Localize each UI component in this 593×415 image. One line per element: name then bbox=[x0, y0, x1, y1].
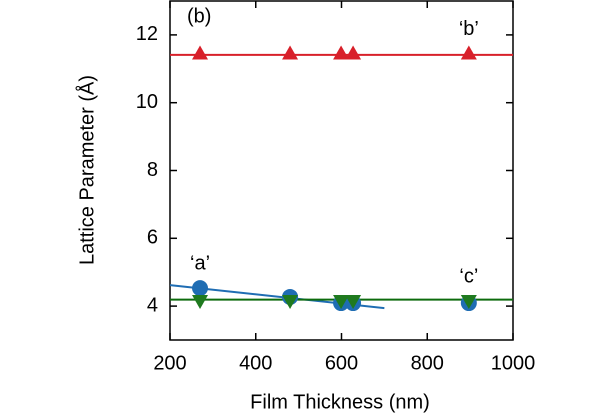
point bbox=[460, 45, 477, 60]
x-tick-label: 1000 bbox=[491, 352, 536, 374]
x-axis-label: Film Thickness (nm) bbox=[250, 391, 430, 413]
y-axis-label: Lattice Parameter (Å) bbox=[75, 75, 98, 265]
y-tick-label: 4 bbox=[147, 294, 158, 316]
point bbox=[192, 45, 209, 60]
series-label: ‘c’ bbox=[459, 265, 478, 287]
point bbox=[192, 280, 209, 297]
panel-label: (b) bbox=[187, 5, 211, 27]
point bbox=[460, 295, 477, 310]
x-tick-label: 600 bbox=[325, 352, 358, 374]
point bbox=[333, 295, 350, 310]
series-label: ‘b’ bbox=[459, 18, 479, 40]
point bbox=[345, 45, 362, 60]
point bbox=[282, 45, 299, 60]
x-tick-label: 800 bbox=[411, 352, 444, 374]
y-tick-label: 8 bbox=[147, 159, 158, 181]
x-tick-label: 400 bbox=[239, 352, 272, 374]
y-tick-label: 12 bbox=[136, 23, 158, 45]
y-tick-label: 6 bbox=[147, 227, 158, 249]
x-tick-label: 200 bbox=[153, 352, 186, 374]
y-tick-label: 10 bbox=[136, 91, 158, 113]
point bbox=[282, 295, 299, 310]
series-label: ‘a’ bbox=[190, 252, 210, 274]
point bbox=[333, 45, 350, 60]
plot-frame bbox=[169, 0, 514, 341]
point bbox=[192, 295, 209, 310]
point bbox=[345, 295, 362, 310]
